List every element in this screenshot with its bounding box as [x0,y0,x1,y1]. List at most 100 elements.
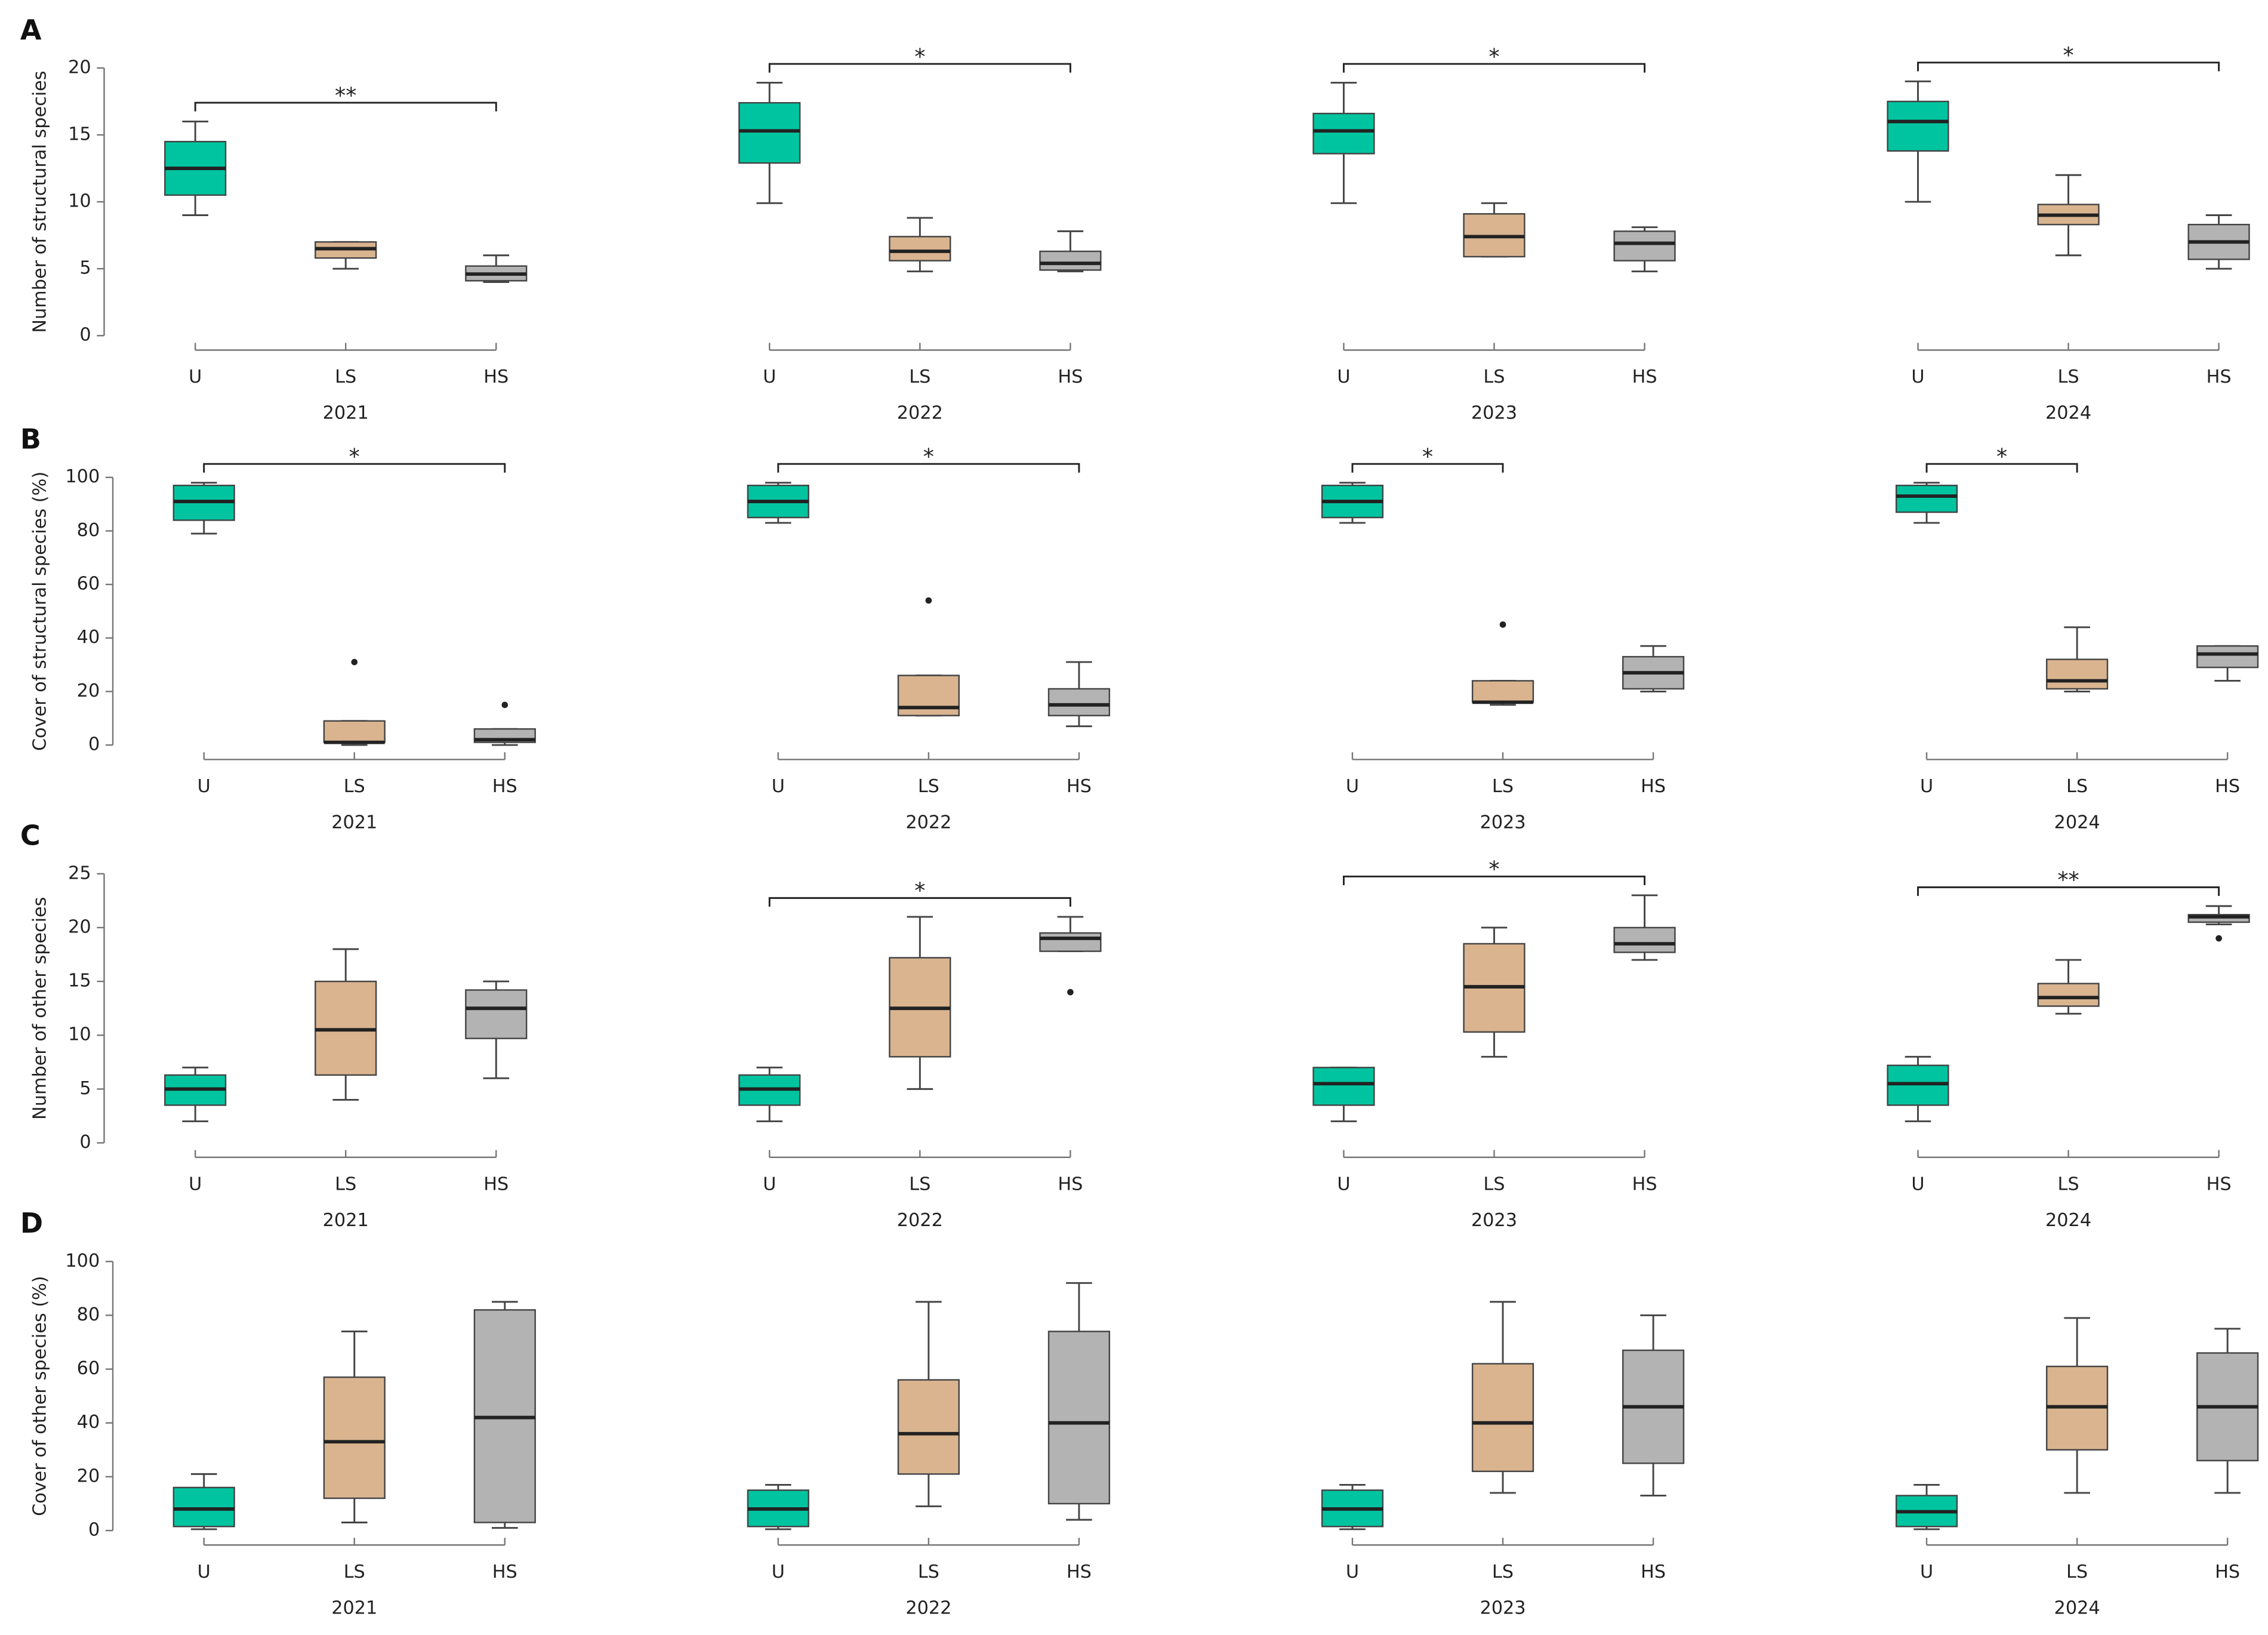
significance-bracket [1917,61,2220,72]
box [1895,484,1958,513]
significance-label: * [2063,42,2073,68]
box [1039,932,1102,952]
box [897,675,960,716]
significance-label: * [1996,444,2007,470]
x-tick-label: U [1346,776,1359,797]
x-tick-label: HS [2215,776,2240,797]
x-tick-label: LS [335,1174,356,1194]
x-tick-label: LS [1483,367,1505,387]
x-tick-label: HS [1058,367,1083,387]
box [1039,250,1102,271]
x-tick-label: LS [1492,1562,1514,1582]
x-tick-label: U [198,776,211,797]
x-tick-label: HS [483,1174,509,1194]
x-tick-label: LS [2058,1174,2079,1194]
significance-bracket [203,463,506,473]
x-tick-label: HS [1632,1174,1657,1194]
x-tick-label: LS [344,776,365,797]
box [1312,1067,1375,1106]
x-axis-label: 2022 [905,812,951,833]
box [1047,1331,1111,1505]
y-tick-label: 5 [79,258,91,279]
x-tick-label: U [1911,367,1924,387]
significance-label: * [914,44,925,69]
y-axis-label: Number of other species [29,897,50,1119]
y-tick-label: 80 [77,1304,100,1325]
box [1613,926,1676,953]
box [897,1379,960,1475]
box [323,720,386,743]
significance-bracket [777,463,1080,473]
x-tick-label: U [1920,776,1933,797]
box [2045,658,2109,690]
significance-bracket [768,63,1071,73]
panel-letter: D [20,1207,43,1239]
y-tick-label: 0 [88,1520,100,1541]
x-tick-label: HS [1641,1562,1666,1582]
y-axis-label: Number of structural species [29,70,50,332]
x-tick-label: U [189,1174,202,1194]
outlier [351,658,358,666]
x-tick-label: U [1337,367,1350,387]
significance-bracket [1342,875,1645,885]
x-tick-label: U [189,367,202,387]
significance-label: * [1489,857,1499,882]
panel-letter: A [20,14,42,46]
y-tick-label: 0 [79,325,91,346]
x-tick-label: LS [909,1174,930,1194]
x-tick-label: LS [2066,776,2088,797]
x-tick-label: HS [483,367,509,387]
y-tick-label: 60 [77,1358,100,1379]
y-tick-label: 80 [77,520,100,541]
box [465,989,528,1039]
x-axis-label: 2023 [1480,1597,1526,1618]
x-tick-label: HS [2215,1562,2240,1582]
x-axis-label: 2021 [331,812,377,833]
x-axis-label: 2023 [1471,403,1517,424]
x-tick-label: U [1337,1174,1350,1194]
y-axis-label: Cover of structural species (%) [29,472,50,751]
outlier [1499,621,1506,628]
x-axis-label: 2021 [323,403,369,424]
x-tick-label: LS [335,367,356,387]
x-tick-label: HS [492,1562,517,1582]
y-tick-label: 5 [79,1078,91,1099]
y-tick-label: 10 [68,191,91,212]
x-tick-label: U [772,776,785,797]
x-axis-label: 2024 [2054,1597,2100,1618]
y-tick-label: 15 [68,971,91,992]
x-tick-label: U [198,1562,211,1582]
x-axis-label: 2023 [1471,1210,1517,1231]
panel-letter: C [20,820,41,852]
outlier [1067,989,1074,996]
x-axis-label: 2024 [2054,812,2100,833]
x-tick-label: HS [1067,1562,1092,1582]
y-tick-label: 40 [77,627,100,648]
box [889,236,951,261]
x-tick-label: U [1911,1174,1924,1194]
y-tick-label: 40 [77,1412,100,1433]
box [1047,688,1111,716]
box [2196,645,2259,669]
box [323,1376,386,1499]
significance-bracket [194,101,497,112]
x-tick-label: HS [1641,776,1666,797]
x-axis-label: 2022 [897,1210,943,1231]
outlier [501,701,509,709]
x-axis-label: 2024 [2045,403,2091,424]
y-tick-label: 10 [68,1024,91,1045]
box [738,101,801,164]
significance-label: * [914,878,925,904]
x-axis-label: 2023 [1480,812,1526,833]
outlier [2215,935,2222,942]
x-tick-label: U [763,1174,776,1194]
significance-label: * [923,444,934,470]
x-tick-label: HS [2207,367,2232,387]
y-tick-label: 20 [68,57,91,78]
x-tick-label: HS [1632,367,1657,387]
significance-label: ** [2057,867,2079,893]
x-tick-label: HS [492,776,517,797]
y-tick-label: 20 [68,916,91,937]
x-tick-label: HS [1067,776,1092,797]
x-tick-label: LS [1492,776,1514,797]
